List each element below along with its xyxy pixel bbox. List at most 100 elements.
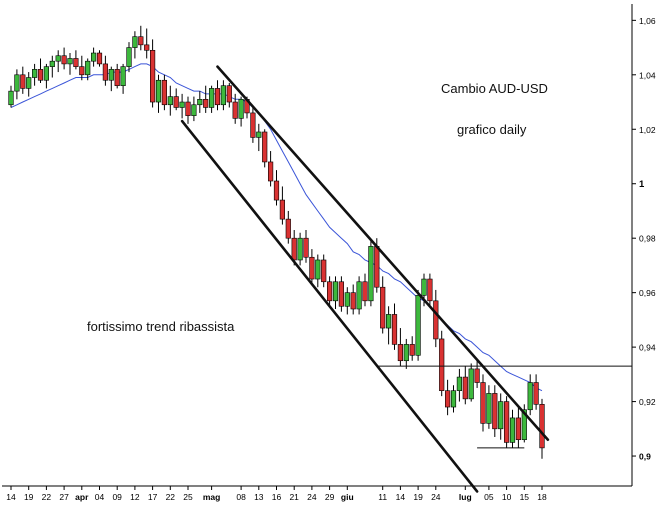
candle (96, 50, 103, 67)
candle-body (509, 417, 516, 443)
candle (91, 47, 97, 67)
lower-channel-line (180, 119, 479, 493)
candle (462, 366, 468, 405)
candle (173, 88, 179, 111)
candle-body (220, 85, 227, 106)
x-tick-label: 27 (59, 492, 69, 502)
candle (214, 80, 221, 111)
candle (486, 385, 492, 429)
chart-title: Cambio AUD-USD (441, 81, 548, 96)
candle-body (450, 390, 457, 408)
candle (409, 336, 415, 361)
candle (332, 276, 339, 309)
x-tick-label: lug (459, 492, 472, 502)
candle (356, 276, 362, 315)
candle-body (315, 259, 321, 280)
candle-body (167, 96, 173, 106)
candle-body (238, 99, 244, 119)
candle (197, 91, 203, 113)
x-tick-label: 21 (289, 492, 299, 502)
x-tick-label: mag (203, 492, 220, 502)
x-tick-label: 17 (148, 492, 158, 502)
candle-body (185, 101, 191, 116)
y-tick-label: 1,02 (639, 125, 656, 135)
candle-body (61, 55, 67, 65)
candle-body (49, 60, 55, 67)
candle (61, 47, 67, 70)
candle-body (350, 292, 356, 310)
candle-body (102, 63, 108, 81)
y-tick-label: 1,06 (639, 16, 656, 26)
candle-body (262, 131, 268, 163)
candle-body (14, 74, 20, 92)
candle (256, 123, 262, 152)
x-tick-label: 19 (413, 492, 423, 502)
candle-body (209, 88, 215, 108)
candle-body (214, 88, 221, 106)
candle (161, 74, 168, 111)
x-tick-label: 25 (183, 492, 193, 502)
candle-body (374, 246, 380, 288)
candle-body (362, 281, 368, 302)
candle-body (297, 237, 303, 261)
candle (31, 63, 38, 86)
candle-body (108, 69, 114, 81)
candle-body (155, 79, 162, 103)
y-tick-label: 0,9 (639, 452, 651, 462)
candle-body (179, 101, 185, 108)
candle-body (285, 218, 291, 239)
candle (344, 287, 350, 315)
candle-body (338, 281, 345, 307)
candle-body (391, 314, 398, 345)
candle (67, 53, 73, 75)
candle (203, 85, 209, 113)
candle (55, 50, 61, 73)
candle-body (267, 161, 274, 182)
candle (49, 55, 55, 78)
x-tick-label: 22 (42, 492, 52, 502)
candle (209, 85, 215, 113)
candle-body (309, 256, 315, 280)
x-tick-label: apr (75, 492, 89, 502)
candle (262, 129, 268, 168)
candle-body (539, 404, 545, 449)
candle (102, 55, 108, 86)
candle (238, 96, 244, 127)
candle-body (161, 79, 168, 106)
candle-body (462, 376, 468, 400)
y-tick-label: 0,92 (639, 397, 656, 407)
candle-body (527, 382, 533, 411)
candle (444, 379, 451, 416)
candle (155, 74, 162, 113)
candle (14, 69, 20, 100)
x-tick-label: 29 (325, 492, 335, 502)
candle (456, 368, 463, 402)
candle (43, 63, 49, 89)
candle-body (126, 47, 132, 67)
candle (20, 66, 26, 94)
candle (279, 186, 286, 225)
x-tick-label: 24 (431, 492, 441, 502)
candle (474, 360, 480, 388)
candle (533, 374, 539, 410)
candle-body (273, 180, 280, 201)
candles-layer (8, 25, 545, 459)
candle (132, 31, 138, 59)
candle-body (332, 281, 339, 302)
x-tick-label: 12 (130, 492, 140, 502)
candle-body (356, 281, 362, 310)
upper-channel-line (216, 65, 550, 442)
candle (503, 396, 510, 448)
x-tick-label: 15 (520, 492, 530, 502)
candle (73, 50, 79, 70)
candle-body (521, 409, 527, 441)
candle (167, 85, 173, 116)
candle-body (492, 393, 498, 430)
candle (515, 407, 521, 448)
candle-body (503, 401, 510, 443)
candle-body (427, 278, 433, 302)
candle (250, 107, 256, 143)
candle (385, 306, 392, 345)
